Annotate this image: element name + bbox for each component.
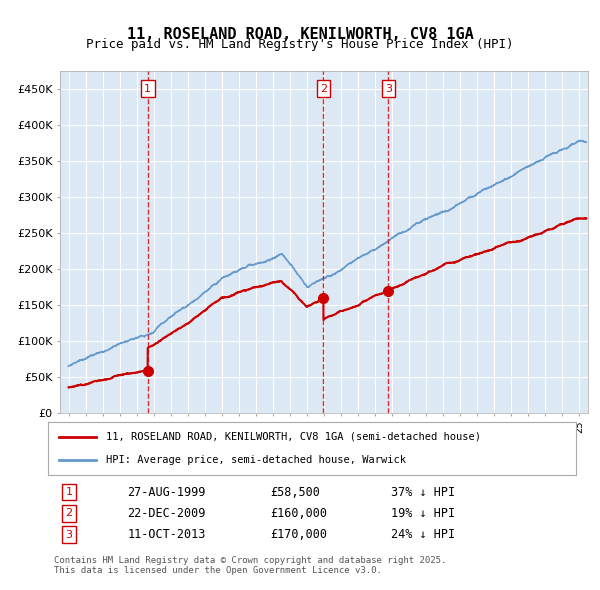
- Text: £160,000: £160,000: [270, 507, 327, 520]
- Text: 22-DEC-2009: 22-DEC-2009: [127, 507, 206, 520]
- Text: 2: 2: [320, 84, 327, 94]
- Text: 3: 3: [65, 530, 73, 539]
- Text: Contains HM Land Registry data © Crown copyright and database right 2025.
This d: Contains HM Land Registry data © Crown c…: [54, 556, 446, 575]
- Text: Price paid vs. HM Land Registry's House Price Index (HPI): Price paid vs. HM Land Registry's House …: [86, 38, 514, 51]
- Text: 24% ↓ HPI: 24% ↓ HPI: [391, 528, 455, 541]
- Text: 19% ↓ HPI: 19% ↓ HPI: [391, 507, 455, 520]
- Text: 1: 1: [144, 84, 151, 94]
- Text: 27-AUG-1999: 27-AUG-1999: [127, 486, 206, 499]
- Text: 2: 2: [65, 509, 73, 518]
- Text: 11-OCT-2013: 11-OCT-2013: [127, 528, 206, 541]
- Text: £170,000: £170,000: [270, 528, 327, 541]
- Text: 1: 1: [65, 487, 73, 497]
- Text: HPI: Average price, semi-detached house, Warwick: HPI: Average price, semi-detached house,…: [106, 455, 406, 465]
- Text: 11, ROSELAND ROAD, KENILWORTH, CV8 1GA (semi-detached house): 11, ROSELAND ROAD, KENILWORTH, CV8 1GA (…: [106, 432, 481, 442]
- Text: £58,500: £58,500: [270, 486, 320, 499]
- Text: 3: 3: [385, 84, 392, 94]
- Text: 11, ROSELAND ROAD, KENILWORTH, CV8 1GA: 11, ROSELAND ROAD, KENILWORTH, CV8 1GA: [127, 27, 473, 41]
- Text: 37% ↓ HPI: 37% ↓ HPI: [391, 486, 455, 499]
